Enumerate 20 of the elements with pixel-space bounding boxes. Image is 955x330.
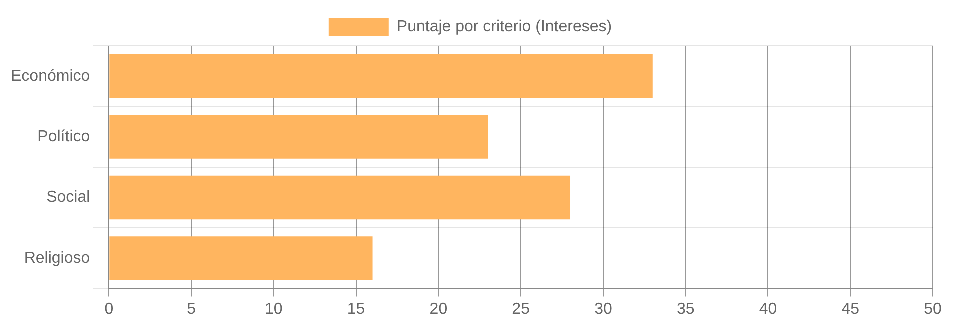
y-tick-label: Social: [46, 189, 90, 206]
bar: [110, 54, 653, 98]
x-tick-label: 25: [512, 300, 530, 318]
legend-label: Puntaje por criterio (Intereses): [396, 18, 612, 36]
bar: [110, 236, 373, 280]
x-tick-label: 10: [265, 300, 283, 318]
x-tick-label: 45: [842, 300, 860, 318]
bar: [110, 115, 488, 159]
x-tick-label: 5: [187, 300, 196, 318]
x-tick-label: 15: [347, 300, 366, 318]
x-tick-label: 40: [759, 300, 778, 318]
x-tick-label: 0: [104, 300, 114, 318]
y-tick-label: Político: [38, 128, 90, 146]
bar: [110, 176, 571, 220]
x-tick-label: 50: [924, 300, 942, 318]
y-tick-label: Religioso: [24, 250, 90, 267]
y-tick-label: Económico: [10, 68, 90, 85]
x-tick-label: 30: [594, 300, 612, 318]
x-tick-label: 20: [430, 300, 448, 318]
x-tick-label: 35: [676, 300, 695, 318]
